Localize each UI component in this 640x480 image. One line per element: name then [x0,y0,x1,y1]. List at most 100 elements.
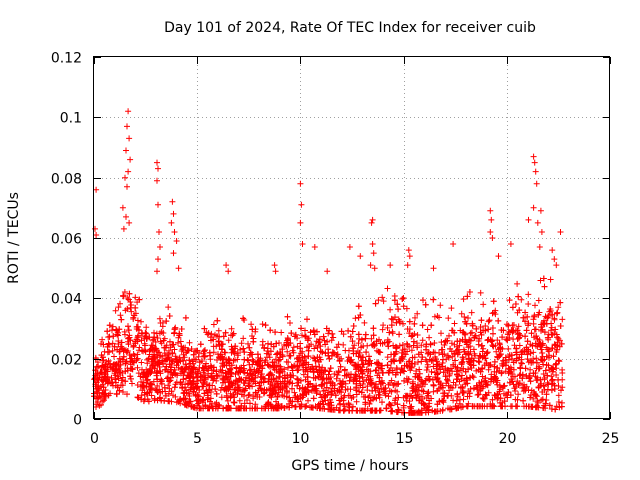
data-point [155,166,161,172]
data-point [489,235,495,241]
data-point [514,403,520,409]
data-point [370,241,376,247]
data-point [231,400,237,406]
data-point [509,403,515,409]
data-point [126,135,132,141]
data-point [385,362,391,368]
data-point [378,407,384,413]
data-point [549,366,555,372]
data-point [539,350,545,356]
data-point [305,398,311,404]
data-point [187,340,193,346]
data-point [492,311,498,317]
data-point [214,318,220,324]
data-point [423,302,429,308]
data-point [526,217,532,223]
data-point [245,341,251,347]
data-point [127,157,133,163]
data-point [123,148,129,154]
data-point [532,302,538,308]
data-point [385,286,391,292]
data-point [129,381,135,387]
data-point [110,324,116,330]
data-point [171,250,177,256]
data-point [157,244,163,250]
y-tick-label: 0 [73,413,82,429]
data-point [528,378,534,384]
data-point [478,290,484,296]
data-point [480,346,486,352]
data-point [523,365,529,371]
data-point [486,317,492,323]
data-point [106,341,112,347]
data-point [285,365,291,371]
data-point [407,404,413,410]
data-point [169,199,175,205]
data-point [122,332,128,338]
data-point [176,265,182,271]
data-point [154,268,160,274]
data-point [370,217,376,223]
data-point [298,202,304,208]
data-point [347,244,353,250]
data-point [211,322,217,328]
data-point [487,208,493,214]
y-tick-label: 0.08 [51,172,82,188]
data-point [390,330,396,336]
data-point [485,326,491,332]
data-point [246,345,252,351]
data-point [496,253,502,259]
x-tick-label: 0 [90,431,99,447]
data-point [548,373,554,379]
data-point [380,322,386,328]
x-tick-label: 20 [499,431,517,447]
data-point [420,337,426,343]
data-point [379,294,385,300]
data-point [292,404,298,410]
data-point [299,332,305,338]
data-point [487,229,493,235]
data-point [546,309,552,315]
data-point [387,262,393,268]
data-point [304,316,310,322]
data-point [454,391,460,397]
data-point [558,229,564,235]
data-point [527,367,533,373]
data-point [357,253,363,259]
data-point [198,341,204,347]
data-point [476,342,482,348]
data-point [549,247,555,253]
data-point [126,220,132,226]
data-point [517,365,523,371]
data-point [352,315,358,321]
data-point [400,295,406,301]
data-point [476,359,482,365]
data-point [465,315,471,321]
data-point [490,325,496,331]
data-point [505,346,511,352]
data-point [525,291,531,297]
data-point [125,323,131,329]
data-point [524,327,530,333]
data-point [132,305,138,311]
data-point [395,381,401,387]
data-point [395,395,401,401]
data-point [438,330,444,336]
data-point [448,305,454,311]
data-point [373,301,379,307]
x-tick-label: 5 [193,431,202,447]
data-point [454,398,460,404]
y-tick-label: 0.02 [51,353,82,369]
data-point [372,265,378,271]
data-point [330,335,336,341]
data-point [127,373,133,379]
data-point [247,392,253,398]
data-point [512,388,518,394]
y-axis-label: ROTI / TECUs [6,192,22,284]
data-point [559,384,565,390]
data-point [248,321,254,327]
data-point [532,160,538,166]
data-point [106,349,112,355]
y-tick-label: 0.12 [51,51,82,67]
data-point [431,265,437,271]
